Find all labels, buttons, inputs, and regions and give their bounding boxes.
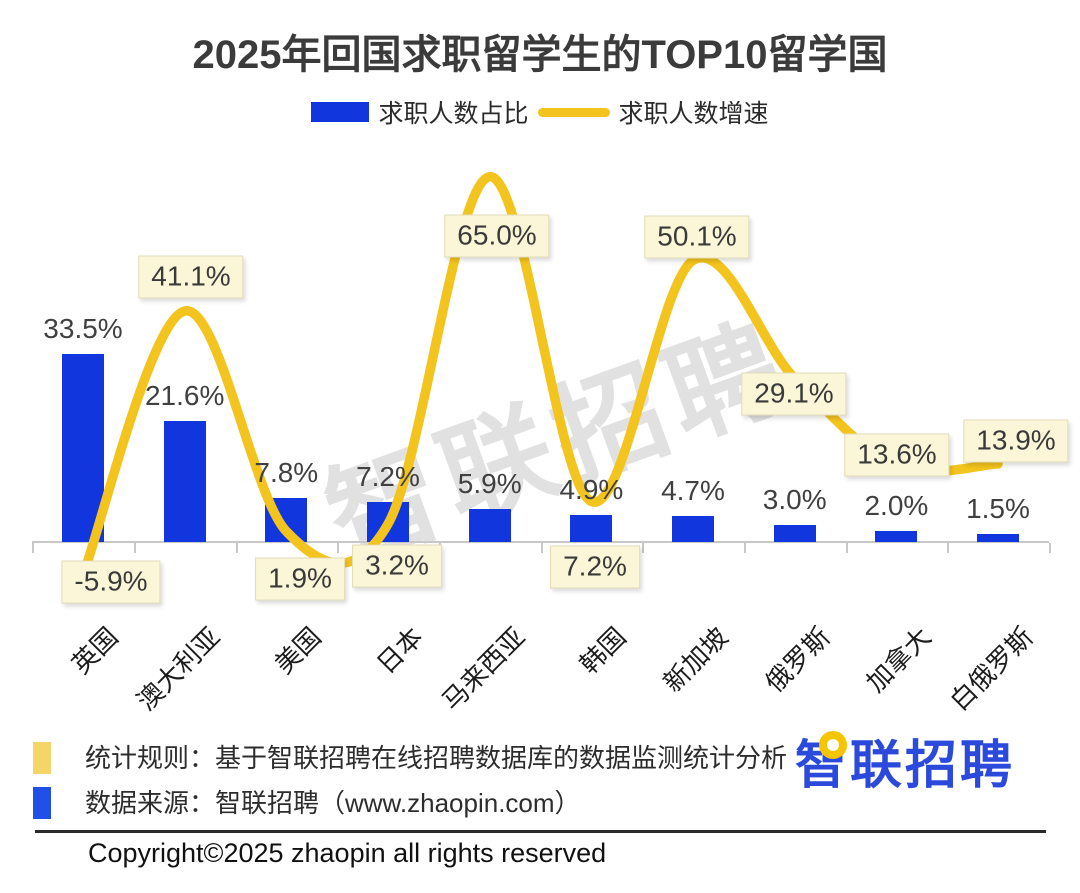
line-value-label: 13.6%	[844, 433, 950, 477]
x-axis-label-加拿大: 加拿大	[860, 621, 938, 698]
legend-line-label: 求职人数增速	[618, 100, 769, 128]
line-value-label: 1.9%	[255, 557, 345, 601]
chart-legend: 求职人数占比 求职人数增速	[0, 96, 1080, 128]
x-axis-label-日本: 日本	[370, 621, 429, 680]
zhaopin-pin-icon	[819, 731, 847, 759]
bar-英国	[62, 353, 104, 542]
x-axis-label-马来西亚: 马来西亚	[435, 621, 531, 717]
bar-日本	[367, 501, 409, 542]
yellow-square-icon	[33, 742, 51, 774]
zhaopin-logo: 智联招聘	[795, 731, 1015, 792]
x-axis-label-白俄罗斯: 白俄罗斯	[943, 621, 1039, 717]
line-value-label: 50.1%	[644, 215, 750, 259]
x-axis-tick	[845, 543, 848, 553]
bar-加拿大	[875, 530, 918, 542]
bar-value-label: 33.5%	[43, 312, 123, 344]
x-axis-tick	[32, 543, 35, 553]
line-value-label: 65.0%	[444, 214, 550, 258]
x-axis-tick	[133, 543, 136, 553]
x-axis-tick	[1048, 543, 1051, 553]
x-axis-tick	[642, 543, 645, 553]
bar-新加坡	[672, 515, 714, 542]
line-value-label: 29.1%	[741, 372, 847, 416]
legend-bar-label: 求职人数占比	[378, 100, 529, 128]
x-axis-label-澳大利亚: 澳大利亚	[130, 621, 226, 717]
bar-韩国	[570, 514, 613, 542]
x-axis-label-韩国: 韩国	[574, 621, 633, 680]
x-axis-tick	[947, 543, 950, 553]
bar-value-label: 1.5%	[966, 492, 1030, 524]
x-axis-tick	[743, 543, 746, 553]
footer-note-source: 数据来源：智联招聘（www.zhaopin.com）	[33, 787, 581, 819]
line-value-label: 7.2%	[550, 545, 640, 589]
bar-value-label: 21.6%	[144, 379, 225, 411]
x-axis-tick	[235, 543, 238, 553]
x-axis-label-俄罗斯: 俄罗斯	[759, 621, 836, 698]
line-value-label: -5.9%	[61, 560, 161, 604]
bar-俄罗斯	[773, 525, 816, 542]
bar-白俄罗斯	[977, 533, 1019, 542]
bar-澳大利亚	[163, 420, 206, 542]
line-value-label: 41.1%	[138, 255, 244, 299]
x-axis-label-英国: 英国	[65, 621, 124, 680]
page-title: 2025年回国求职留学生的TOP10留学国	[192, 33, 888, 77]
line-value-label: 3.2%	[352, 544, 442, 588]
x-axis-label-新加坡: 新加坡	[657, 621, 734, 698]
copyright-text: Copyright©2025 zhaopin all rights reserv…	[88, 838, 607, 868]
legend-line-swatch-icon	[537, 107, 610, 117]
x-axis-label-美国: 美国	[269, 621, 328, 680]
x-axis-tick	[337, 543, 340, 553]
bar-马来西亚	[468, 508, 511, 542]
footer-note-source-text: 数据来源：智联招聘（www.zhaopin.com）	[85, 788, 581, 818]
footer-note-rule-text: 统计规则：基于智联招聘在线招聘数据库的数据监测统计分析	[85, 743, 788, 773]
x-axis-tick	[540, 543, 543, 553]
bar-美国	[265, 498, 308, 542]
footer-note-rule: 统计规则：基于智联招聘在线招聘数据库的数据监测统计分析	[33, 742, 787, 774]
footer-divider	[35, 830, 1046, 833]
line-value-label: 13.9%	[963, 419, 1069, 463]
blue-square-icon	[33, 787, 51, 819]
legend-bar-swatch-icon	[311, 102, 370, 122]
